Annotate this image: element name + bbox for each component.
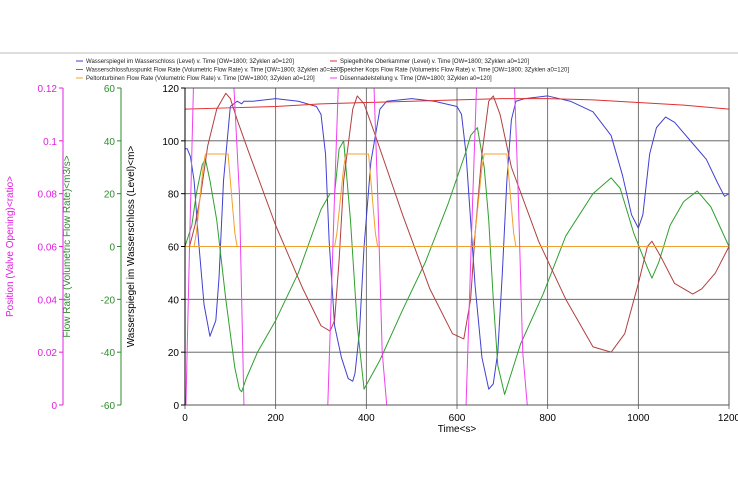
- y-tick-label-flow: 0: [109, 243, 115, 254]
- series-line-2: [185, 127, 729, 395]
- series-line-4: [325, 153, 379, 247]
- x-axis-label: Time<s>: [438, 424, 477, 435]
- y-tick-label-flow: 20: [104, 190, 116, 201]
- y-tick-label-level: 0: [173, 401, 179, 412]
- y-axis-label-flow: Flow Rate (Volumetric Flow Rate)<m3/s>: [62, 155, 73, 337]
- y-tick-label-level: 20: [168, 348, 180, 359]
- x-tick-label: 400: [358, 413, 375, 424]
- y-tick-label-level: 40: [168, 295, 180, 306]
- x-tick-label: 1000: [627, 413, 650, 424]
- x-tick-label: 800: [539, 413, 556, 424]
- y-tick-label-level: 80: [168, 190, 180, 201]
- y-tick-label-flow: 40: [104, 137, 116, 148]
- y-tick-label-flow: -60: [101, 401, 116, 412]
- axes-layer: 0 200 400 600 800 1000 1200020406080100120Wass…: [5, 84, 738, 424]
- y-tick-label-level: 120: [162, 84, 179, 95]
- x-tick-label: 200: [267, 413, 284, 424]
- legend-entry: Wasserspiegel im Wasserschloss (Level) v…: [86, 59, 294, 65]
- legend: Wasserspiegel im Wasserschloss (Level) v…: [76, 59, 569, 82]
- y-tick-label-pos: 0.1: [43, 137, 57, 148]
- y-tick-label-flow: -40: [101, 348, 116, 359]
- y-axis-label-pos: Position (Valve Opening)<ratio>: [5, 176, 16, 317]
- y-tick-label-pos: 0.06: [38, 243, 58, 254]
- y-tick-label-flow: -20: [101, 295, 116, 306]
- y-tick-label-pos: 0: [51, 401, 57, 412]
- series-layer: [185, 88, 729, 405]
- legend-entry: Spiegelhöhe Oberkammer (Level) v. Time […: [340, 59, 529, 65]
- x-tick-label: 600: [449, 413, 466, 424]
- series-line-3: [185, 92, 729, 353]
- legend-entry: Wasserschlossfusspunkt Flow Rate (Volume…: [86, 68, 342, 74]
- series-line-4: [185, 153, 729, 247]
- legend-entry: Düsennadelstellung v. Time [OW=1800; 3Zy…: [340, 76, 492, 82]
- y-tick-label-pos: 0.12: [38, 84, 58, 95]
- series-line-4: [463, 153, 517, 247]
- x-tick-label: 1200: [718, 413, 738, 424]
- y-tick-label-pos: 0.08: [38, 190, 58, 201]
- y-tick-label-pos: 0.02: [38, 348, 58, 359]
- x-tick-label: 0: [182, 413, 188, 424]
- y-tick-label-level: 60: [168, 243, 180, 254]
- legend-entry: Speicher Kops Flow Rate (Volumetric Flow…: [340, 68, 569, 74]
- y-tick-label-level: 100: [162, 137, 179, 148]
- y-tick-label-pos: 0.04: [38, 295, 58, 306]
- legend-entry: Peltonturbinen Flow Rate (Volumetric Flo…: [86, 76, 315, 82]
- y-tick-label-flow: 60: [104, 84, 116, 95]
- y-axis-label-level: Wasserspiegel im Wasserschloss (Level)<m…: [126, 146, 137, 348]
- series-line-1: [185, 98, 729, 110]
